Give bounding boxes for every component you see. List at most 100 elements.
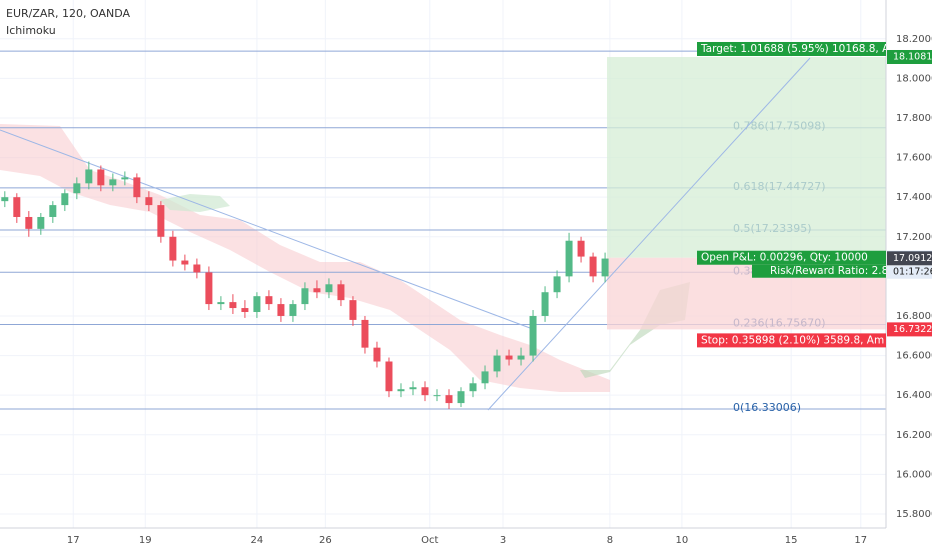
x-tick-label: 24 xyxy=(251,535,264,546)
candle-body xyxy=(469,383,477,392)
candle-body xyxy=(145,197,153,206)
target-label-bg xyxy=(697,41,886,56)
y-tick-label: 17.40000 xyxy=(896,192,932,203)
y-tick-label: 16.40000 xyxy=(896,390,932,401)
candle-body xyxy=(73,183,81,194)
stop-label-bg xyxy=(697,333,886,348)
y-tick-label: 15.80000 xyxy=(896,509,932,520)
candle-body xyxy=(157,205,165,237)
y-tick-label: 17.60000 xyxy=(896,153,932,164)
candle-body xyxy=(577,240,585,257)
candle-body xyxy=(205,272,213,305)
candle-body xyxy=(337,284,345,301)
price-tag-bg xyxy=(887,251,932,266)
x-tick-label: 10 xyxy=(676,535,689,546)
candle-body xyxy=(133,177,141,198)
candle-body xyxy=(85,169,93,184)
candle-body xyxy=(301,288,309,305)
candle-body xyxy=(289,304,297,316)
candle-body xyxy=(493,355,501,372)
x-tick-label: 8 xyxy=(607,535,613,546)
candle-body xyxy=(589,256,597,277)
axes: 18.20000 18.00000 17.80000 17.60000 17.40000… xyxy=(67,34,932,546)
y-tick-label: 17.80000 xyxy=(896,113,932,124)
pnl-label-bg xyxy=(697,250,886,265)
price-tag: 17.09123 xyxy=(893,253,932,264)
candle-body xyxy=(601,258,609,277)
candle-body xyxy=(397,389,405,392)
candle-body xyxy=(25,216,33,229)
candle-body xyxy=(349,300,357,320)
candle-body xyxy=(37,216,45,229)
candle-body xyxy=(517,355,525,360)
y-tick-label: 17.20000 xyxy=(896,232,932,243)
y-tick-label: 18.00000 xyxy=(896,73,932,84)
countdown: 01:17:26 xyxy=(893,267,932,278)
candle-body xyxy=(409,387,417,390)
candle-body xyxy=(97,169,105,186)
candle-body xyxy=(553,276,561,293)
candle-body xyxy=(253,296,261,313)
candle-body xyxy=(1,197,9,202)
y-tick-label: 16.20000 xyxy=(896,430,932,441)
target-zone xyxy=(607,56,886,258)
y-tick-label: 16.80000 xyxy=(896,311,932,322)
candle-body xyxy=(193,264,201,273)
position-labels: Target: 1.01688 (5.95%) 10168.8, Am Open … xyxy=(697,41,932,348)
x-tick-label: 3 xyxy=(500,535,506,546)
candle-body xyxy=(169,236,177,261)
candle-body xyxy=(481,371,489,384)
candle-body xyxy=(49,205,57,217)
candle-body xyxy=(229,302,237,309)
x-tick-label: Oct xyxy=(421,535,438,546)
rr-label: Risk/Reward Ratio: 2.83 xyxy=(770,265,895,277)
candle-body xyxy=(445,395,453,404)
trend-line xyxy=(0,129,531,329)
indicator-name: Ichimoku xyxy=(6,24,56,37)
candle-body xyxy=(121,177,129,180)
y-tick-label: 16.00000 xyxy=(896,469,932,480)
candle-body xyxy=(541,292,549,316)
y-tick-label: 18.20000 xyxy=(896,34,932,45)
candle-body xyxy=(361,319,369,348)
x-tick-label: 15 xyxy=(785,535,798,546)
x-tick-label: 26 xyxy=(319,535,332,546)
candle-body xyxy=(277,304,285,316)
candle-body xyxy=(217,302,225,305)
candle-body xyxy=(13,197,21,217)
x-tick-label: 19 xyxy=(139,535,152,546)
candle-body xyxy=(433,395,441,397)
candle-body xyxy=(385,361,393,392)
candle-body xyxy=(181,260,189,265)
candle-body xyxy=(529,315,537,356)
candle-body xyxy=(421,387,429,396)
pnl-label: Open P&L: 0.00296, Qty: 10000 xyxy=(701,252,868,264)
price-tag: 16.73225 xyxy=(893,324,932,335)
target-label: Target: 1.01688 (5.95%) 10168.8, Am xyxy=(700,43,900,55)
price-tag-bg xyxy=(887,49,932,64)
symbol-title: EUR/ZAR, 120, OANDA xyxy=(6,7,131,20)
position-tool xyxy=(607,56,886,330)
y-tick-label: 16.60000 xyxy=(896,351,932,362)
candle-body xyxy=(313,288,321,293)
candle-body xyxy=(565,240,573,277)
x-tick-label: 17 xyxy=(854,535,867,546)
price-tag-bg xyxy=(887,322,932,337)
candle-body xyxy=(505,355,513,360)
candle-body xyxy=(61,193,69,206)
stop-label: Stop: 0.35898 (2.10%) 3589.8, Am xyxy=(701,334,884,346)
candle-body xyxy=(373,347,381,362)
candle-body xyxy=(325,284,333,293)
candle-body xyxy=(265,296,273,305)
countdown-bg xyxy=(887,265,932,279)
x-tick-label: 17 xyxy=(67,535,80,546)
candle-body xyxy=(109,179,117,186)
candle-body xyxy=(457,391,465,404)
fib-label: 0(16.33006) xyxy=(733,401,801,414)
candles xyxy=(1,161,609,410)
trend-line xyxy=(487,57,811,411)
rr-label-bg xyxy=(752,264,886,278)
candle-body xyxy=(241,308,249,313)
